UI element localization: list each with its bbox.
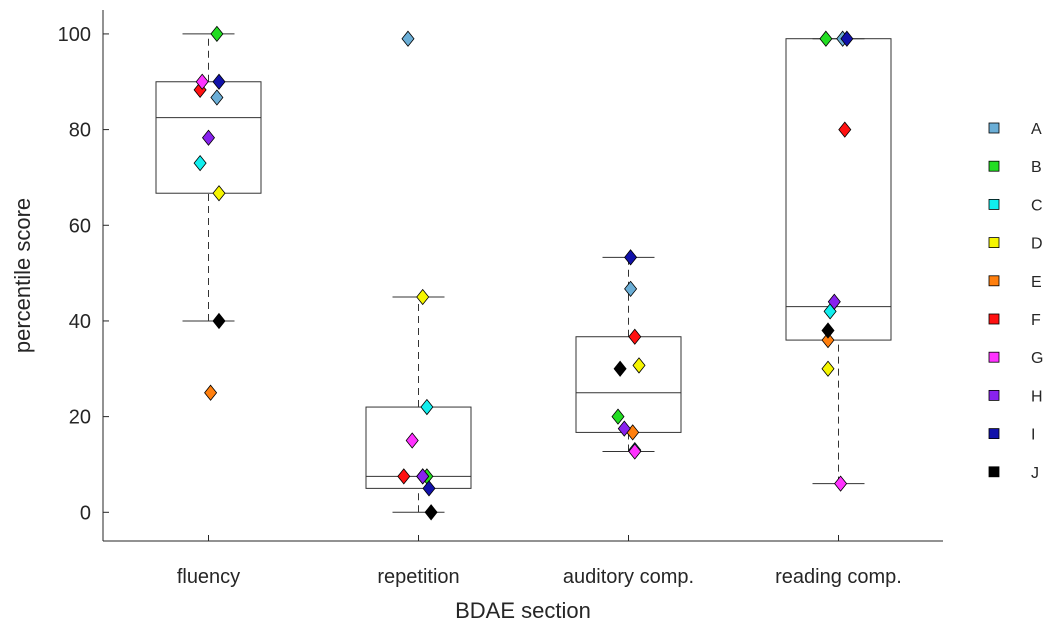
x-tick-label: repetition: [377, 566, 459, 588]
data-point-G: [628, 443, 642, 460]
y-tick-label: 100: [58, 24, 91, 46]
legend-label: H: [1031, 388, 1043, 405]
data-point-G: [405, 432, 419, 449]
y-ticks: 0 20 40 60 80 100: [58, 24, 109, 524]
box-3: [785, 38, 892, 485]
x-tick-label: auditory comp.: [563, 566, 694, 588]
legend: A B C D E F G H I J: [988, 121, 1043, 482]
data-point-E: [204, 384, 218, 401]
data-point-J: [212, 312, 226, 330]
data-point-D: [632, 357, 646, 374]
data-point-C: [420, 398, 434, 416]
y-tick-label: 40: [69, 311, 91, 333]
legend-swatch: [988, 160, 1000, 172]
box-1: [365, 296, 472, 513]
y-tick-label: 20: [69, 407, 91, 429]
data-point-B: [819, 30, 833, 47]
legend-swatch: [988, 275, 1000, 287]
x-tick-label: reading comp.: [775, 566, 902, 588]
data-point-D: [821, 360, 835, 377]
box-0: [155, 33, 262, 322]
box-rect: [575, 336, 682, 433]
legend-label: J: [1031, 465, 1039, 482]
data-point-D: [212, 185, 226, 202]
data-point-I: [840, 30, 854, 47]
data-point-C: [193, 154, 207, 172]
legend-label: I: [1031, 427, 1035, 444]
y-tick-label: 80: [69, 120, 91, 142]
data-point-H: [617, 420, 631, 437]
data-point-A: [210, 89, 224, 106]
data-point-B: [210, 25, 224, 43]
boxes: [155, 33, 892, 513]
legend-label: G: [1031, 350, 1043, 367]
data-point-G: [195, 73, 209, 90]
data-point-I: [422, 480, 436, 497]
box-rect: [365, 406, 472, 489]
legend-swatch: [988, 389, 1000, 401]
data-point-H: [416, 468, 430, 485]
legend-swatch: [988, 466, 1000, 478]
axes: [102, 10, 943, 542]
x-axis-title: BDAE section: [455, 598, 591, 623]
data-point-H: [827, 293, 841, 310]
data-point-A: [401, 30, 415, 47]
x-tick-label: fluency: [177, 566, 240, 588]
data-point-I: [212, 73, 226, 90]
box-rect: [785, 38, 892, 341]
x-ticks: fluency repetition auditory comp. reading c…: [177, 535, 902, 588]
data-point-E: [821, 331, 835, 349]
legend-label: F: [1031, 312, 1041, 329]
y-axis-title: percentile score: [10, 198, 35, 353]
legend-label: A: [1031, 121, 1042, 138]
data-point-J: [821, 322, 835, 339]
data-point-I: [624, 249, 638, 266]
legend-label: E: [1031, 274, 1042, 291]
data-point-F: [397, 468, 411, 485]
legend-swatch: [988, 237, 1000, 249]
data-point-J: [424, 504, 438, 521]
data-point-A: [624, 280, 638, 298]
y-tick-label: 60: [69, 215, 91, 237]
data-point-H: [201, 129, 216, 146]
legend-swatch: [988, 351, 1000, 363]
legend-label: C: [1031, 197, 1043, 214]
legend-label: D: [1031, 236, 1043, 253]
data-point-J: [613, 360, 627, 377]
legend-swatch: [988, 313, 1000, 325]
y-tick-label: 0: [80, 502, 91, 524]
legend-label: B: [1031, 159, 1042, 176]
legend-swatch: [988, 198, 1000, 210]
legend-swatch: [988, 428, 1000, 440]
data-point-F: [838, 121, 852, 138]
data-point-G: [834, 475, 848, 492]
data-point-B: [611, 408, 625, 425]
data-point-D: [416, 288, 430, 306]
legend-swatch: [988, 122, 1000, 134]
data-points: [193, 25, 854, 521]
data-point-F: [628, 328, 642, 345]
